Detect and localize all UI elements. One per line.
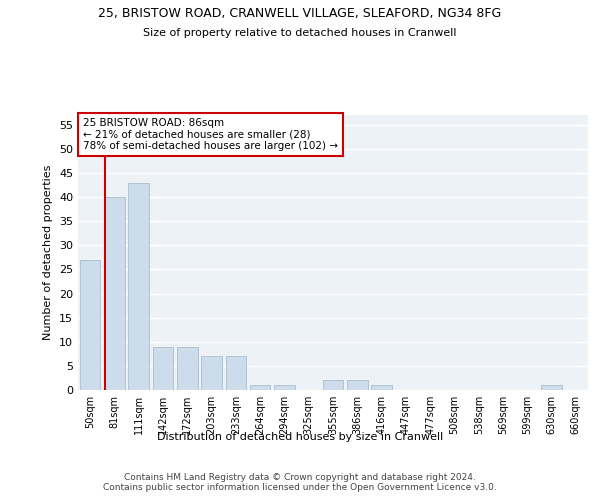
Bar bbox=[80, 260, 100, 390]
Bar bbox=[371, 385, 392, 390]
Text: Distribution of detached houses by size in Cranwell: Distribution of detached houses by size … bbox=[157, 432, 443, 442]
Text: 25 BRISTOW ROAD: 86sqm
← 21% of detached houses are smaller (28)
78% of semi-det: 25 BRISTOW ROAD: 86sqm ← 21% of detached… bbox=[83, 118, 338, 151]
Y-axis label: Number of detached properties: Number of detached properties bbox=[43, 165, 53, 340]
Bar bbox=[201, 356, 222, 390]
Bar bbox=[274, 385, 295, 390]
Text: Size of property relative to detached houses in Cranwell: Size of property relative to detached ho… bbox=[143, 28, 457, 38]
Bar bbox=[226, 356, 246, 390]
Bar bbox=[347, 380, 368, 390]
Bar bbox=[250, 385, 271, 390]
Text: Contains HM Land Registry data © Crown copyright and database right 2024.
Contai: Contains HM Land Registry data © Crown c… bbox=[103, 472, 497, 492]
Bar bbox=[128, 182, 149, 390]
Bar bbox=[177, 346, 197, 390]
Bar bbox=[323, 380, 343, 390]
Bar bbox=[152, 346, 173, 390]
Bar bbox=[541, 385, 562, 390]
Text: 25, BRISTOW ROAD, CRANWELL VILLAGE, SLEAFORD, NG34 8FG: 25, BRISTOW ROAD, CRANWELL VILLAGE, SLEA… bbox=[98, 8, 502, 20]
Bar bbox=[104, 197, 125, 390]
